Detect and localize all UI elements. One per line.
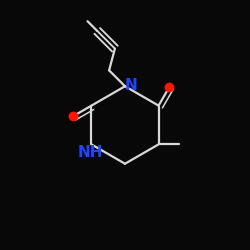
Text: NH: NH (78, 145, 103, 160)
Text: N: N (125, 78, 138, 92)
